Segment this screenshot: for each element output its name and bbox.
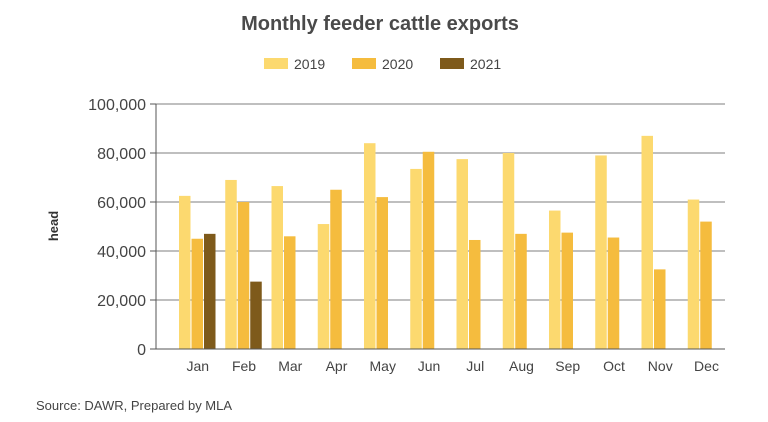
bar-2020-sep [561, 232, 573, 349]
x-tick-label: Sep [555, 358, 580, 374]
legend-label-2019: 2019 [294, 56, 325, 72]
legend-swatch-2019 [264, 58, 288, 69]
x-tick-label: Feb [232, 358, 256, 374]
bar-2020-oct [607, 237, 620, 349]
bar-2019-jul [456, 159, 468, 349]
source-note: Source: DAWR, Prepared by MLA [36, 398, 232, 413]
chart-title: Monthly feeder cattle exports [241, 13, 519, 35]
x-tick-label: Oct [603, 358, 625, 374]
x-tick-label: Nov [648, 358, 673, 374]
legend-swatch-2021 [440, 58, 464, 69]
bar-2020-dec [700, 221, 712, 349]
legend-label-2021: 2021 [470, 56, 501, 72]
legend-swatch-2020 [352, 58, 376, 69]
y-tick-label: 80,000 [97, 146, 146, 163]
bar-2019-oct [595, 155, 607, 349]
bar-2021-feb [250, 281, 262, 349]
bar-2020-mar [284, 236, 296, 349]
x-tick-label: Aug [509, 358, 534, 374]
bar-2020-may [376, 197, 388, 349]
legend-label-2020: 2020 [382, 56, 413, 72]
bar-2019-sep [549, 210, 561, 349]
bar-2019-aug [502, 153, 515, 349]
bars [179, 135, 712, 349]
axes: 0 20,000 40,000 60,000 80,000 100,000 Jan Feb Ma… [88, 97, 725, 374]
grid [156, 103, 725, 301]
x-tick-label: May [370, 358, 396, 374]
bar-2019-feb [225, 179, 237, 349]
bar-2019-jan [179, 195, 191, 349]
y-tick-label: 100,000 [88, 97, 146, 114]
bar-2020-jul [469, 239, 481, 349]
x-tick-label: Dec [694, 358, 719, 374]
bar-2019-dec [687, 199, 700, 349]
bar-2019-jun [410, 168, 422, 349]
x-tick-label: Jun [418, 358, 441, 374]
y-tick-label: 0 [137, 342, 146, 359]
bar-2019-apr [317, 224, 330, 349]
x-tick-label: Jul [466, 358, 484, 374]
bar-2019-mar [271, 186, 283, 349]
bar-2019-nov [641, 135, 653, 349]
y-tick-label: 40,000 [97, 244, 146, 261]
x-tick-label: Mar [278, 358, 302, 374]
bar-2020-jun [422, 151, 435, 349]
bar-2020-feb [237, 202, 250, 349]
bar-2021-jan [204, 233, 216, 349]
y-tick-label: 60,000 [97, 195, 146, 212]
bar-2020-nov [654, 269, 666, 349]
bar-2020-aug [515, 233, 527, 349]
bar-2020-apr [330, 189, 342, 349]
y-axis-label: head [46, 211, 61, 241]
x-tick-label: Apr [326, 358, 348, 374]
bar-2020-jan [191, 238, 203, 349]
bar-2019-may [364, 143, 376, 349]
x-tick-label: Jan [186, 358, 209, 374]
y-tick-label: 20,000 [97, 293, 146, 310]
legend: 2019 2020 2021 [264, 56, 501, 72]
